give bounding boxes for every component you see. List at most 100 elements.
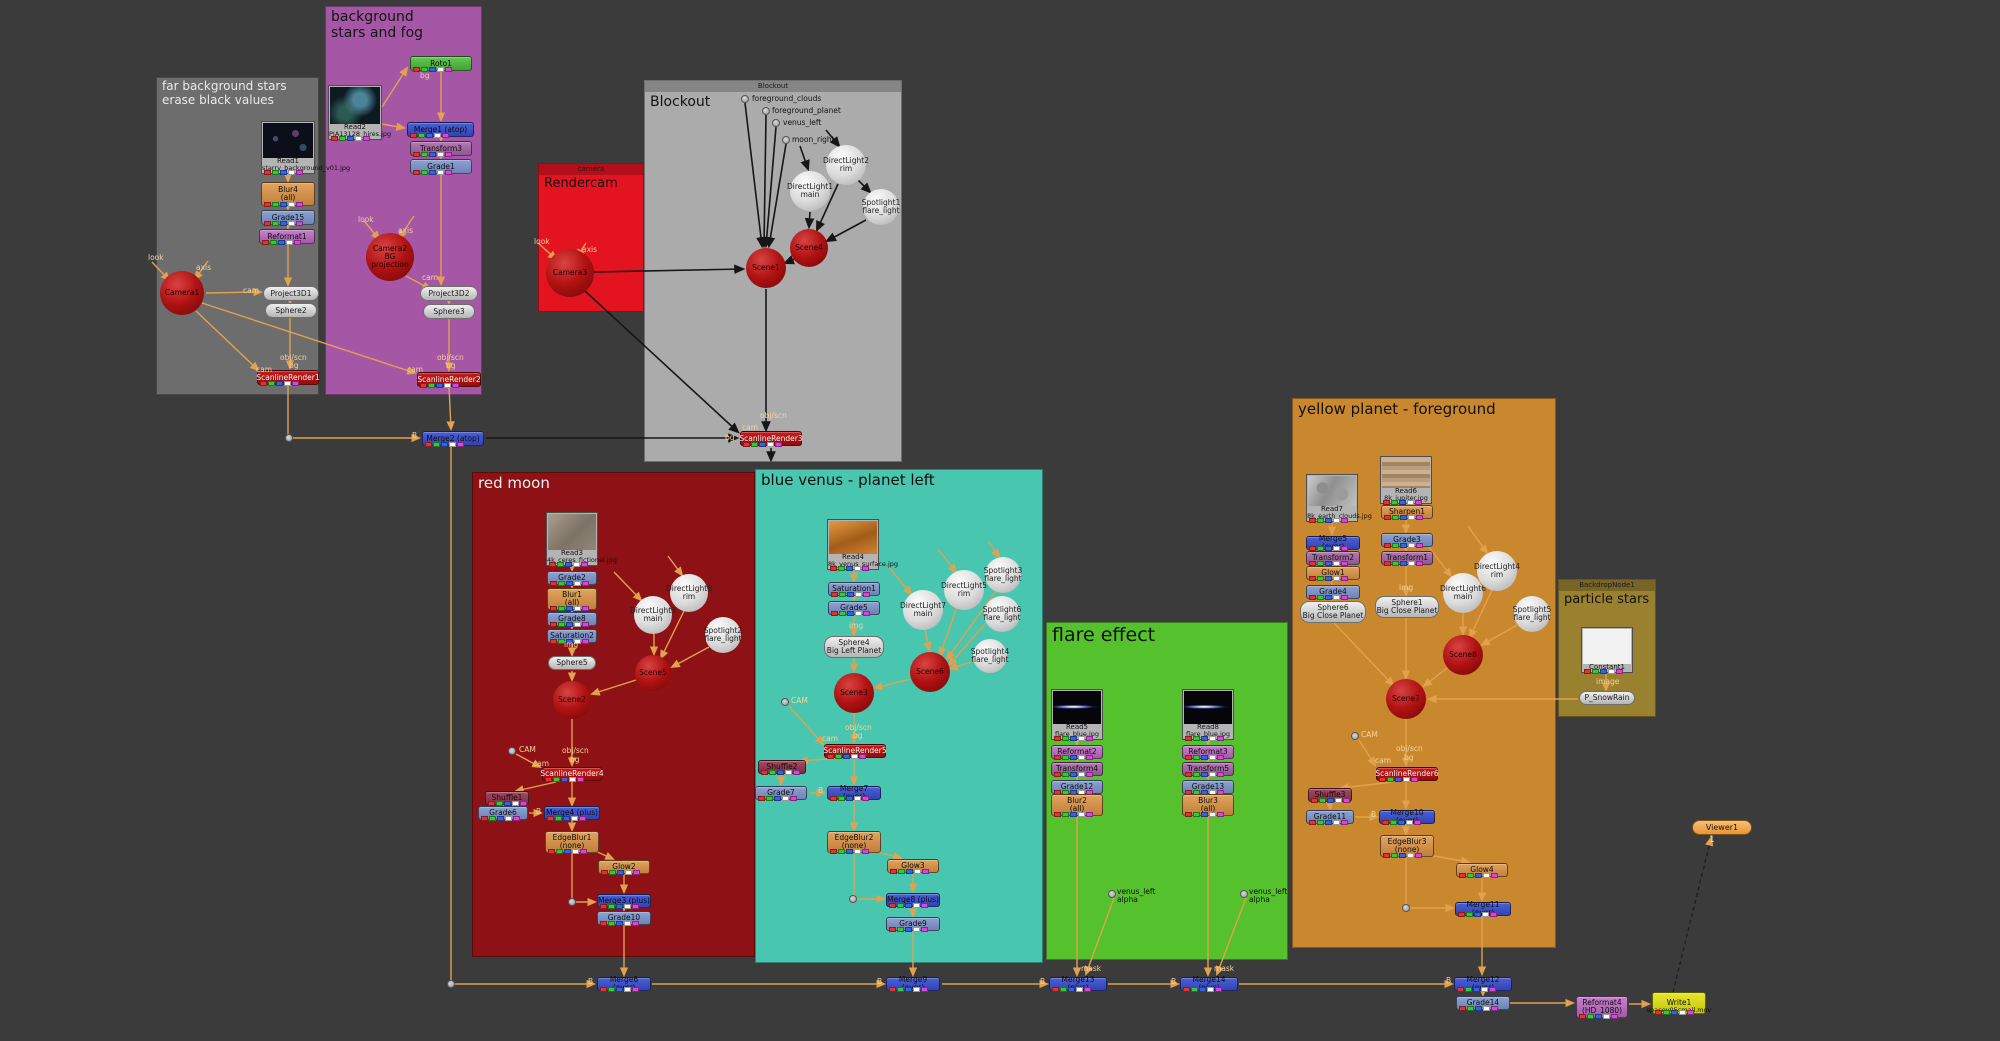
node-merge1[interactable]: Merge1 (atop)	[407, 122, 474, 138]
node-grade11[interactable]: Grade11	[1306, 810, 1354, 825]
backdrop-red-moon[interactable]: red moon	[472, 472, 755, 957]
node-sphere5[interactable]: Sphere5	[548, 656, 596, 670]
node-dl6[interactable]: DirectLight6 main	[1440, 573, 1486, 613]
node-saturation1[interactable]: Saturation1	[828, 582, 880, 597]
node-grade2[interactable]: Grade2	[547, 571, 597, 586]
node-blur3[interactable]: Blur3 (all)	[1182, 794, 1234, 817]
node-blur1[interactable]: Blur1 (all)	[547, 588, 597, 611]
node-sphere3[interactable]: Sphere3	[423, 304, 475, 319]
node-dot-bottom[interactable]	[447, 980, 455, 988]
node-blur4[interactable]: Blur4 (all)	[261, 182, 315, 207]
node-scanline1[interactable]: ScanlineRender1	[256, 370, 320, 386]
node-project3d2[interactable]: Project3D2	[420, 286, 478, 301]
node-dot-cam-yellow[interactable]	[1351, 732, 1359, 740]
node-reformat4[interactable]: Reformat4 (HD_1080)	[1576, 996, 1628, 1019]
node-merge13[interactable]: Merge13 (plus)	[1049, 976, 1107, 992]
node-dot-m8[interactable]	[849, 895, 857, 903]
node-edgeblur3[interactable]: EdgeBlur3 (none)	[1380, 835, 1434, 858]
node-grade6[interactable]: Grade6	[478, 806, 528, 821]
node-read1[interactable]: Read1 starry_background_v01.jpg	[261, 121, 350, 175]
node-scene8[interactable]: Scene8	[1443, 635, 1483, 675]
node-dl3[interactable]: DirectLight3 main	[630, 596, 676, 634]
node-merge2[interactable]: Merge2 (atop)	[422, 431, 484, 447]
node-dot-cam-venus[interactable]	[781, 698, 789, 706]
node-blur2[interactable]: Blur2 (all)	[1051, 794, 1103, 817]
node-transform3[interactable]: Transform3	[410, 141, 472, 157]
node-merge9[interactable]: Merge9 (over)	[886, 976, 940, 992]
node-dot-fc[interactable]	[741, 95, 749, 103]
node-merge5[interactable]: Merge5 (over)	[1306, 535, 1360, 551]
node-read7[interactable]: Read7 8k_earth_clouds.jpg	[1306, 474, 1372, 523]
node-grade1[interactable]: Grade1	[410, 159, 472, 175]
node-shuffle3[interactable]: Shuffle3	[1308, 788, 1352, 803]
node-sl5[interactable]: Spotlight5 flare_light	[1513, 596, 1551, 632]
node-read2[interactable]: Read2 PIA13128_hires.jpg	[328, 85, 391, 141]
node-glow3[interactable]: Glow3	[887, 859, 939, 874]
node-sphere4[interactable]: Sphere4 Big Left Planet	[824, 636, 884, 658]
node-scanline4[interactable]: ScanlineRender4	[540, 767, 604, 782]
node-transform1[interactable]: Transform1	[1381, 551, 1433, 566]
node-glow1[interactable]: Glow1	[1306, 566, 1360, 581]
node-grade9[interactable]: Grade9	[886, 917, 940, 932]
node-grade12[interactable]: Grade12	[1051, 780, 1103, 795]
node-roto1[interactable]: Roto1	[410, 56, 472, 72]
node-dl4[interactable]: DirectLight4 rim	[1474, 551, 1520, 591]
node-dot-fp[interactable]	[762, 107, 770, 115]
node-dot-va2[interactable]	[1240, 890, 1248, 898]
node-dot-mr[interactable]	[782, 136, 790, 144]
node-reformat3[interactable]: Reformat3	[1182, 745, 1234, 760]
node-shuffle1[interactable]: Shuffle1	[485, 791, 529, 806]
node-dl7[interactable]: DirectLight7 main	[900, 590, 946, 630]
node-sl2[interactable]: Spotlight2 flare_light	[704, 617, 742, 653]
node-shuffle2[interactable]: Shuffle2	[758, 760, 806, 775]
node-merge6[interactable]: Merge6 (over)	[597, 976, 651, 992]
node-saturation2[interactable]: Saturation2	[547, 629, 597, 644]
node-read5[interactable]: Read5 flare_blue.jpg	[1051, 689, 1103, 741]
node-dot-m1[interactable]	[285, 434, 293, 442]
node-viewer1[interactable]: Viewer1	[1692, 820, 1752, 835]
node-dl5[interactable]: DirectLight5 rim	[941, 570, 987, 610]
node-transform4[interactable]: Transform4	[1051, 762, 1103, 777]
node-grade4[interactable]: Grade4	[1306, 585, 1360, 600]
node-dl1[interactable]: DirectLight1 main	[787, 171, 833, 211]
node-sl3[interactable]: Spotlight3 flare_light	[984, 557, 1022, 593]
node-scene6[interactable]: Scene6	[910, 652, 950, 692]
node-edgeblur1[interactable]: EdgeBlur1 (none)	[545, 831, 599, 854]
node-scene2[interactable]: Scene2	[553, 681, 591, 719]
node-reformat2[interactable]: Reformat2	[1051, 745, 1103, 760]
node-sl1[interactable]: Spotlight1 flare_light	[862, 189, 900, 225]
node-edgeblur2[interactable]: EdgeBlur2 (none)	[827, 831, 881, 854]
node-read6[interactable]: Read6 8k_jupiter.jpg	[1380, 456, 1432, 505]
node-dl2[interactable]: DirectLight2 rim	[823, 145, 869, 185]
node-grade5[interactable]: Grade5	[828, 601, 880, 616]
node-sl4[interactable]: Spotlight4 flare_light	[971, 639, 1009, 673]
node-scene1[interactable]: Scene1	[746, 248, 786, 288]
node-read4[interactable]: Read4 8k_venus_surface.jpg	[827, 519, 898, 571]
node-merge3[interactable]: Merge3 (plus)	[597, 894, 651, 909]
node-camera1[interactable]: Camera1	[160, 271, 204, 315]
node-dot-m3[interactable]	[568, 898, 576, 906]
node-grade13[interactable]: Grade13	[1182, 780, 1234, 795]
node-dot-va1[interactable]	[1108, 890, 1116, 898]
node-transform2[interactable]: Transform2	[1306, 551, 1360, 566]
node-merge12[interactable]: Merge12 (over)	[1454, 976, 1512, 992]
node-merge4[interactable]: Merge4 (plus)	[544, 806, 600, 821]
node-merge8[interactable]: Merge8 (plus)	[886, 893, 940, 908]
node-merge14[interactable]: Merge14 (plus)	[1180, 976, 1238, 992]
node-glow2[interactable]: Glow2	[598, 860, 650, 875]
node-merge11[interactable]: Merge11 (over)	[1455, 901, 1511, 917]
node-glow4[interactable]: Glow4	[1456, 863, 1508, 878]
node-merge7[interactable]: Merge7 (over)	[827, 785, 881, 801]
node-grade8[interactable]: Grade8	[547, 612, 597, 627]
node-grade14[interactable]: Grade14	[1456, 996, 1510, 1011]
node-sl6[interactable]: Spotlight6 flare_light	[983, 596, 1021, 632]
node-read3[interactable]: Read3 4k_ceres_fictional.jpg	[546, 512, 617, 567]
node-grade10[interactable]: Grade10	[597, 911, 651, 926]
node-dl8[interactable]: DirectLight8 rim	[666, 574, 712, 612]
node-merge10[interactable]: Merge10 (over)	[1379, 809, 1435, 825]
node-sphere6[interactable]: Sphere6 Big Close Planet	[1300, 601, 1366, 623]
node-reformat1[interactable]: Reformat1	[259, 229, 315, 245]
node-constant1[interactable]: Constant1	[1581, 627, 1633, 674]
node-grade3[interactable]: Grade3	[1381, 533, 1433, 548]
